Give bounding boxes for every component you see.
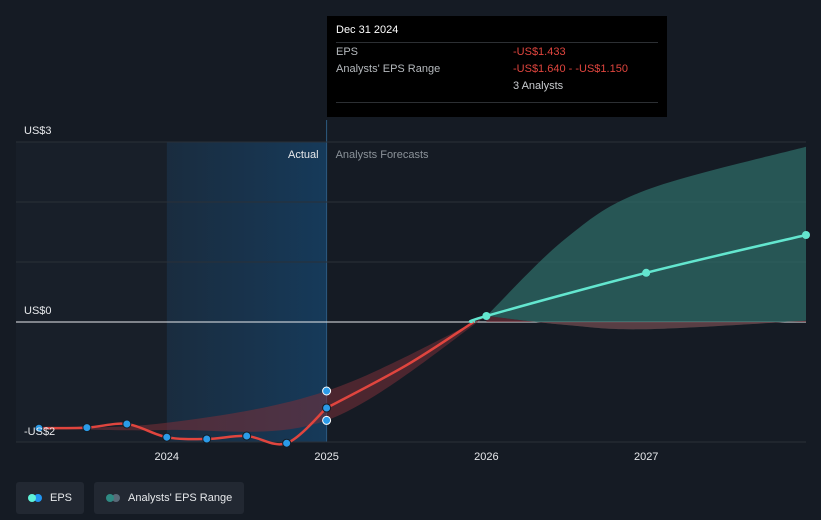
actual-eps-point — [34, 423, 44, 433]
legend-range-label: Analysts' EPS Range — [128, 492, 233, 504]
eps-range-band-negative — [486, 316, 806, 330]
eps-range-point — [322, 415, 332, 425]
legend-eps-label: EPS — [50, 492, 73, 504]
x-tick-label: 2024 — [155, 451, 179, 463]
forecast-eps-point — [482, 312, 491, 320]
eps-range-band-forecast — [486, 146, 806, 330]
actual-eps-point — [202, 434, 212, 444]
y-tick-label: -US$2 — [24, 426, 55, 438]
actual-eps-point — [162, 432, 172, 442]
x-tick-label: 2027 — [634, 451, 658, 463]
actual-eps-point — [242, 431, 252, 441]
forecast-eps-point — [642, 268, 651, 277]
tooltip-range-label: Analysts' EPS Range — [336, 62, 441, 75]
forecast-label: Analysts Forecasts — [336, 149, 429, 161]
eps-range-point — [322, 386, 332, 396]
actual-eps-point — [322, 403, 332, 413]
tooltip-divider — [336, 102, 658, 103]
x-tick-label: 2026 — [474, 451, 498, 463]
legend-eps[interactable]: EPS — [16, 482, 85, 514]
actual-eps-point — [122, 419, 132, 429]
eps-range-band-actual — [38, 316, 487, 432]
forecast-eps-line-positive — [468, 233, 807, 324]
actual-eps-point — [282, 438, 292, 448]
tooltip-analysts-row: 3 Analysts — [336, 77, 658, 94]
tooltip: Dec 31 2024 EPS -US$1.433 Analysts' EPS … — [327, 16, 667, 117]
actual-label: Actual — [288, 149, 319, 161]
legend-eps-range[interactable]: Analysts' EPS Range — [94, 482, 245, 514]
tooltip-analysts: 3 Analysts — [513, 79, 564, 92]
actual-region — [166, 142, 327, 442]
y-tick-label: US$0 — [24, 305, 52, 317]
tooltip-date: Dec 31 2024 — [336, 24, 399, 36]
x-tick-label: 2025 — [314, 451, 338, 463]
tooltip-eps-row: EPS -US$1.433 — [336, 42, 658, 60]
actual-eps-point — [82, 423, 92, 433]
legend: EPS Analysts' EPS Range — [16, 482, 245, 514]
tooltip-range-row: Analysts' EPS Range -US$1.640 - -US$1.15… — [336, 60, 658, 77]
forecast-eps-line-negative — [326, 320, 475, 410]
legend-range-icon — [106, 494, 122, 502]
tooltip-range-value: -US$1.640 - -US$1.150 — [513, 62, 628, 75]
y-tick-label: US$3 — [24, 125, 52, 137]
forecast-eps-point — [802, 231, 810, 239]
legend-eps-icon — [28, 494, 44, 502]
tooltip-eps-label: EPS — [336, 45, 359, 58]
past-region — [16, 142, 167, 442]
tooltip-eps-value: -US$1.433 — [513, 45, 566, 58]
